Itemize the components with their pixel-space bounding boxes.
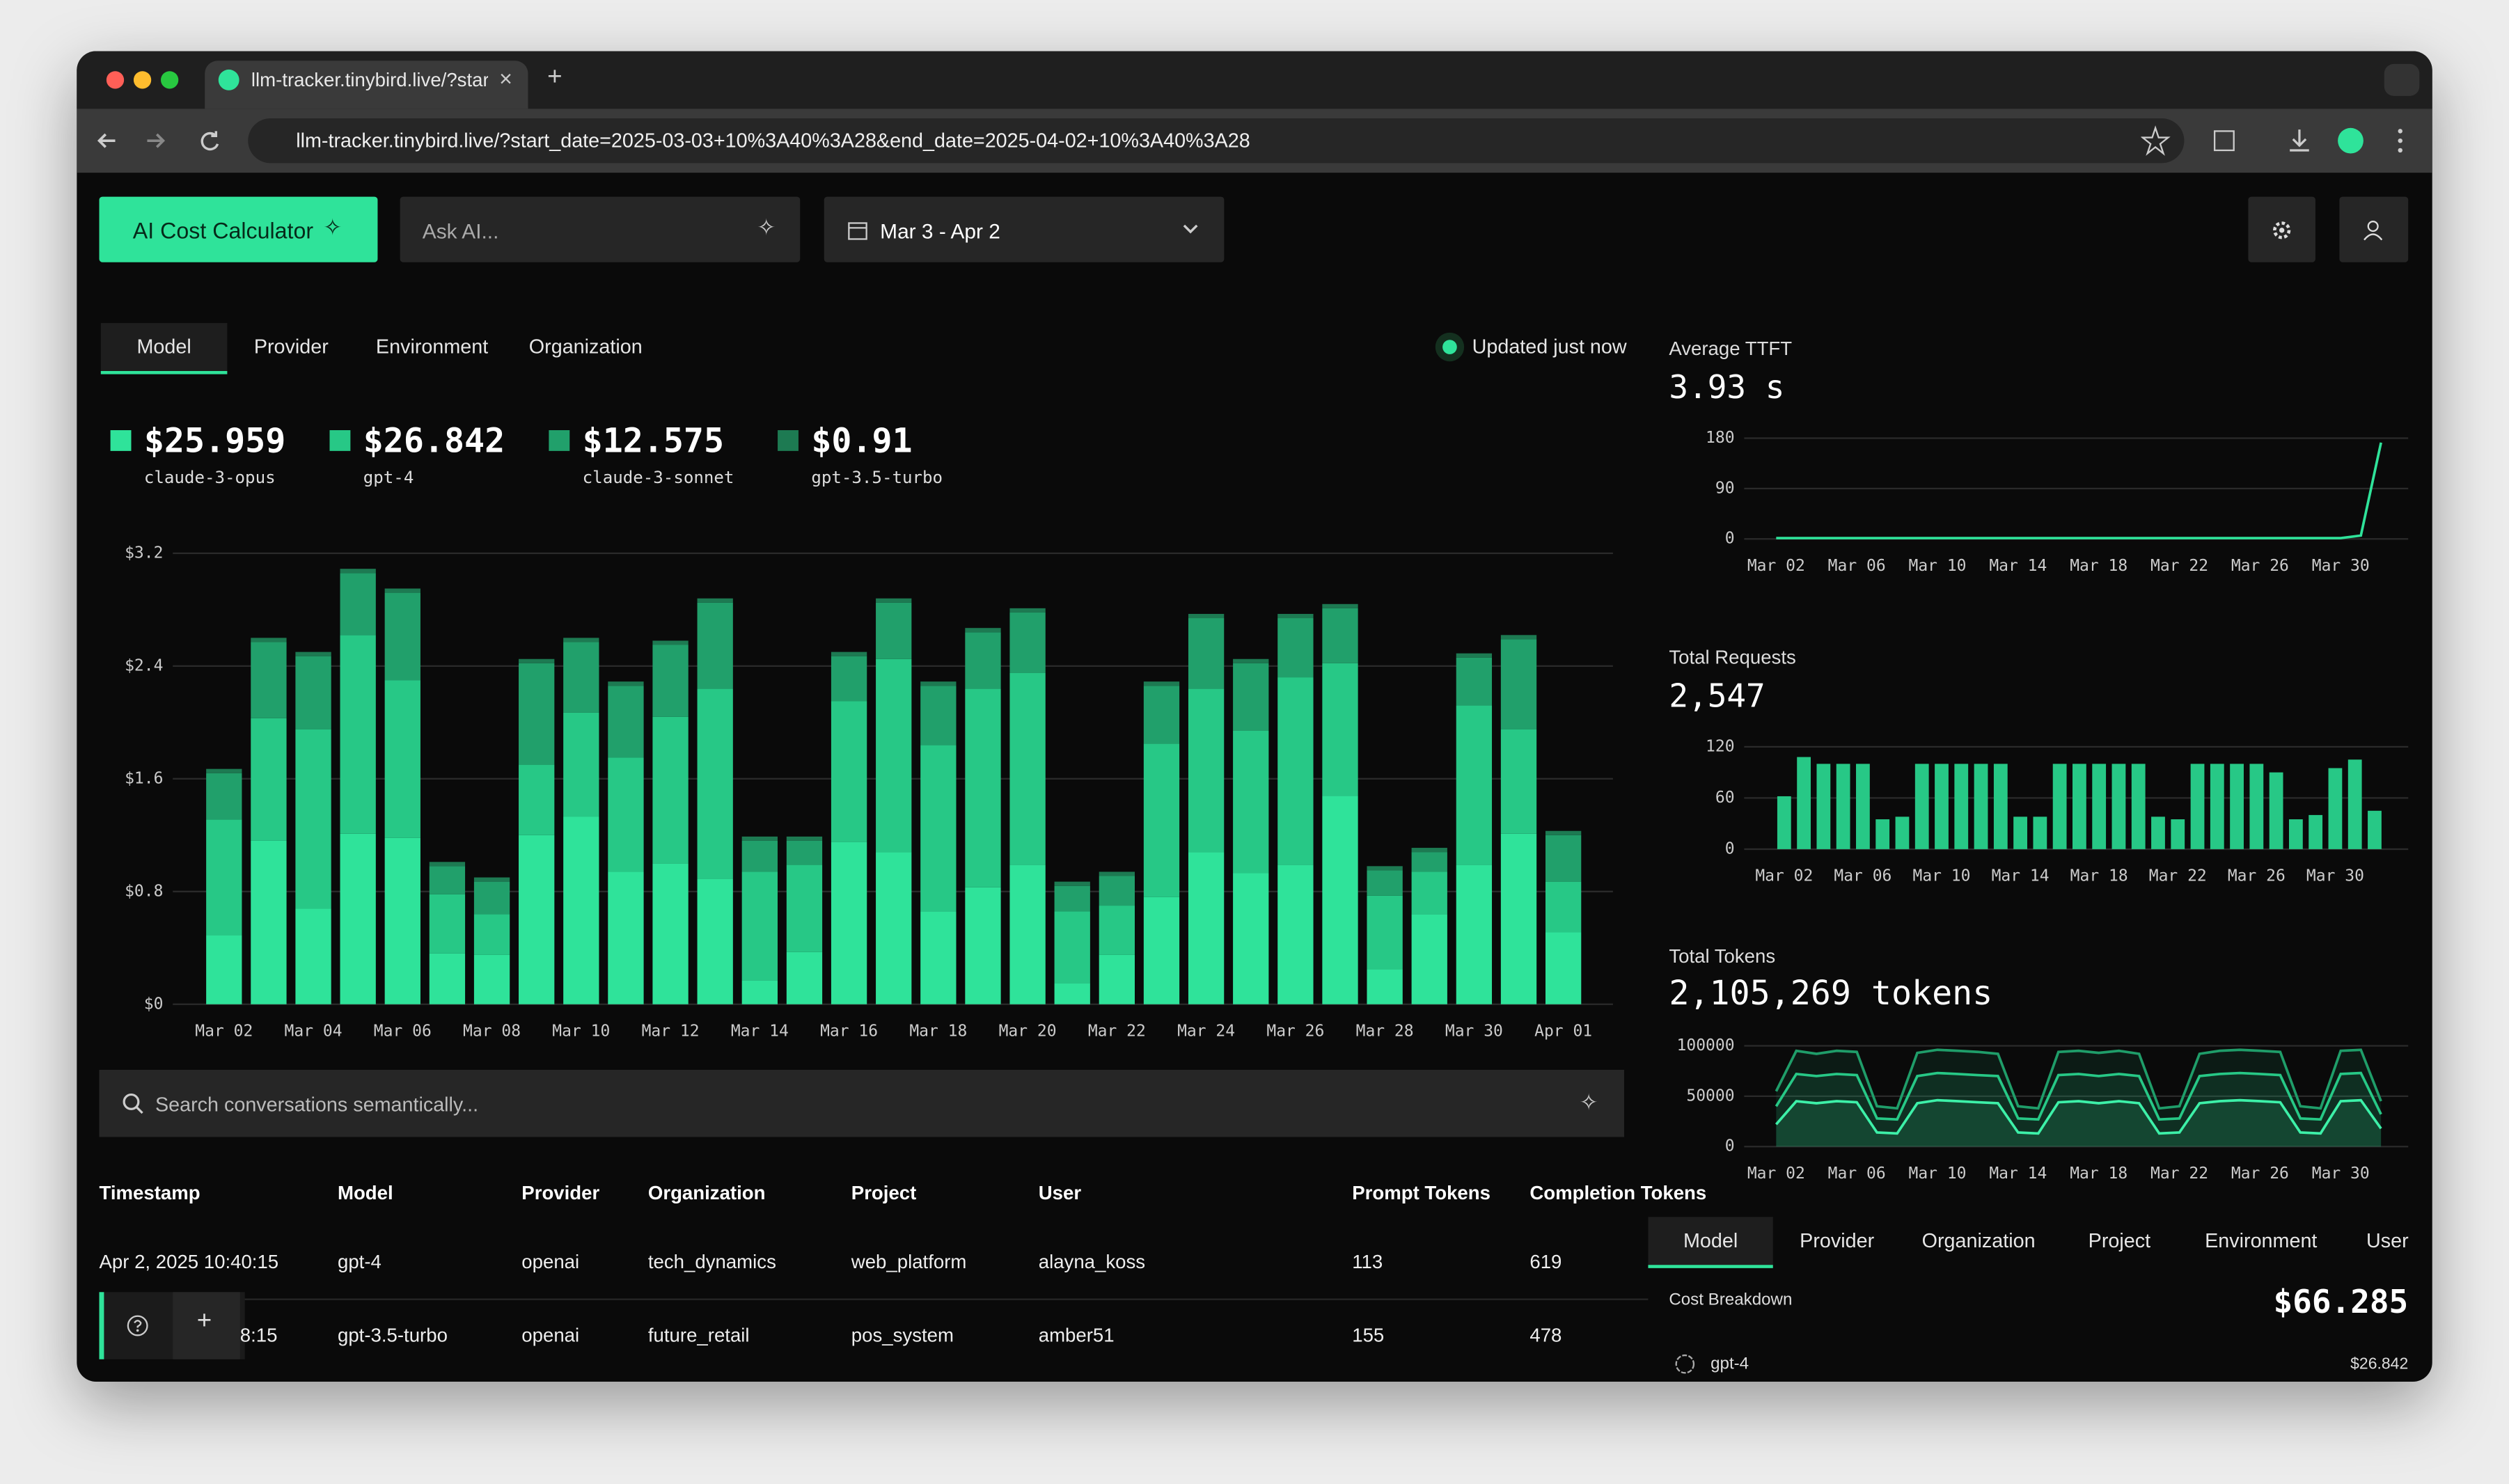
table-cell: pos_system (851, 1324, 954, 1346)
table-cell: future_retail (648, 1324, 750, 1346)
table-header: Timestamp (100, 1182, 200, 1204)
tab[interactable]: Organization (509, 323, 663, 371)
table (0, 0, 1648, 1382)
table-cell: web_platform (851, 1251, 967, 1273)
extensions[interactable] (2215, 131, 2234, 150)
tab[interactable]: Environment (355, 323, 509, 371)
stat-value: 2,105,269 tokens (1669, 974, 1992, 1012)
downloads[interactable] (2290, 129, 2309, 150)
table-cell: 619 (1529, 1251, 1562, 1273)
stat-value: 3.93 s (1669, 368, 1784, 406)
plus-icon: + (197, 1308, 212, 1336)
table-cell: Apr 2, 2025 10:40:15 (100, 1251, 279, 1273)
gear-icon (2271, 219, 2293, 242)
browser-icons (2141, 125, 2421, 157)
model-icon (1674, 1353, 1696, 1375)
user-icon (2362, 219, 2384, 242)
tab[interactable]: Environment (2182, 1217, 2339, 1265)
tab[interactable]: Provider (1773, 1217, 1901, 1265)
stat-label: Average TTFT (1669, 338, 1792, 360)
table-cell: openai (521, 1324, 579, 1346)
bookmark[interactable] (2143, 128, 2169, 154)
tab-menu[interactable] (2384, 64, 2420, 96)
help-button[interactable] (125, 1313, 150, 1339)
table-header: Project (851, 1182, 917, 1204)
stat-label: Total Tokens (1669, 945, 1775, 968)
table-header: User (1039, 1182, 1081, 1204)
tab[interactable]: Organization (1901, 1217, 2056, 1265)
table-cell: 113 (1352, 1251, 1383, 1273)
table-cell: gpt-3.5-turbo (338, 1324, 448, 1346)
table-cell: 155 (1352, 1324, 1384, 1346)
table-cell: 8:15 (240, 1324, 278, 1346)
breakdown-item-name: gpt-4 (1710, 1355, 1749, 1374)
breakdown-item-value: $26.842 (2350, 1356, 2408, 1373)
table-cell: alayna_koss (1039, 1251, 1145, 1273)
table-cell: gpt-4 (338, 1251, 382, 1273)
tab[interactable]: Project (2056, 1217, 2183, 1265)
breakdown-title: Cost Breakdown (1669, 1290, 1792, 1310)
table-header: Provider (521, 1182, 599, 1204)
row-divider (100, 1298, 1649, 1300)
table-header: Organization (648, 1182, 766, 1204)
table-cell: 478 (1529, 1324, 1562, 1346)
tab[interactable]: Model (101, 323, 228, 374)
table-cell: amber51 (1039, 1324, 1115, 1346)
table-cell: tech_dynamics (648, 1251, 776, 1273)
breakdown-total: $66.285 (2273, 1283, 2408, 1321)
table-header: Prompt Tokens (1352, 1182, 1491, 1204)
table-header: Completion Tokens (1529, 1182, 1706, 1204)
tab[interactable]: Model (1648, 1217, 1772, 1268)
tab[interactable]: User (2339, 1217, 2435, 1265)
table-header: Model (338, 1182, 393, 1204)
table-cell: openai (521, 1251, 579, 1273)
stat-value: 2,547 (1669, 677, 1765, 715)
tab[interactable]: Provider (227, 323, 355, 371)
stat-label: Total Requests (1669, 646, 1795, 668)
profile[interactable] (2338, 128, 2364, 154)
